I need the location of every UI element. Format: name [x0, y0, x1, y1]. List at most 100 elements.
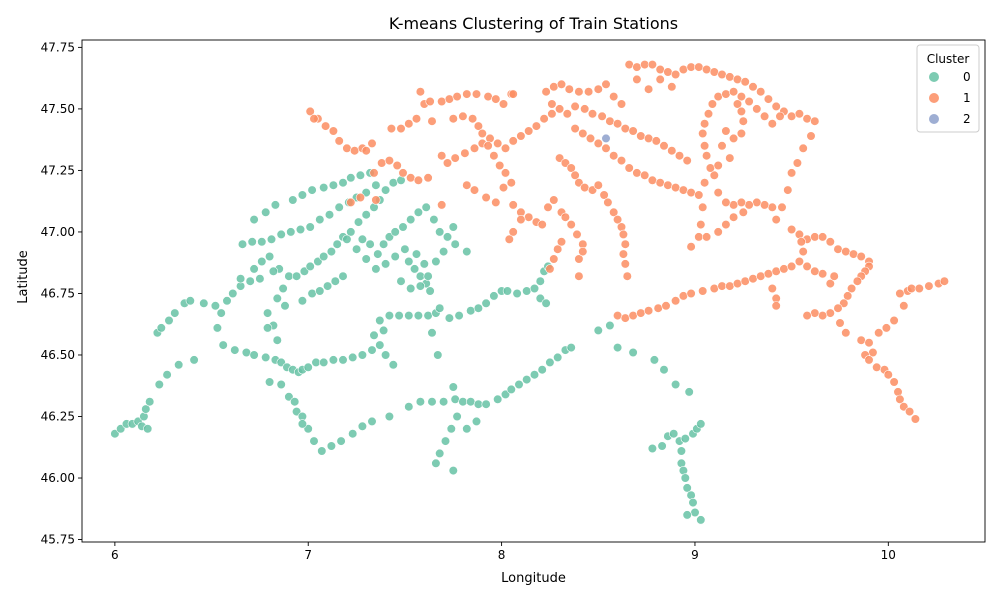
- point-cluster-1: [763, 94, 774, 104]
- point-cluster-0: [348, 352, 358, 363]
- point-cluster-0: [357, 350, 368, 360]
- point-cluster-1: [721, 220, 731, 230]
- point-cluster-0: [292, 271, 302, 281]
- point-cluster-0: [450, 239, 460, 249]
- point-cluster-1: [437, 96, 447, 107]
- point-cluster-0: [323, 281, 333, 291]
- point-cluster-0: [317, 446, 327, 456]
- point-cluster-1: [709, 283, 719, 294]
- point-cluster-0: [427, 328, 437, 338]
- point-cluster-1: [686, 188, 696, 198]
- point-cluster-1: [794, 256, 805, 267]
- point-cluster-1: [483, 141, 493, 151]
- point-cluster-1: [802, 261, 812, 272]
- point-cluster-1: [709, 67, 719, 77]
- point-cluster-1: [549, 195, 559, 205]
- point-cluster-1: [361, 146, 371, 156]
- point-cluster-0: [309, 436, 319, 446]
- point-cluster-1: [384, 156, 395, 166]
- point-cluster-1: [663, 180, 673, 190]
- point-cluster-1: [498, 183, 509, 193]
- point-cluster-0: [286, 227, 296, 237]
- point-cluster-0: [684, 387, 694, 397]
- point-cluster-1: [732, 279, 743, 289]
- x-tick-label: 8: [498, 548, 506, 562]
- point-cluster-0: [388, 360, 398, 370]
- point-cluster-1: [728, 200, 739, 210]
- point-cluster-1: [342, 143, 352, 153]
- point-cluster-0: [330, 276, 340, 286]
- point-cluster-0: [413, 311, 424, 321]
- point-cluster-1: [817, 232, 828, 242]
- point-cluster-1: [524, 126, 534, 136]
- point-cluster-0: [680, 473, 690, 483]
- point-cluster-0: [336, 436, 346, 446]
- point-cluster-1: [889, 315, 899, 326]
- point-cluster-1: [732, 99, 743, 109]
- point-cluster-1: [802, 114, 812, 124]
- point-cluster-1: [545, 264, 555, 274]
- point-cluster-1: [632, 168, 642, 178]
- point-cluster-1: [852, 276, 863, 286]
- y-tick-label: 46.25: [41, 410, 75, 424]
- y-axis-label: Latitude: [16, 250, 31, 304]
- point-cluster-1: [810, 266, 820, 276]
- point-cluster-0: [388, 178, 398, 188]
- point-cluster-0: [338, 178, 348, 188]
- point-cluster-1: [705, 163, 716, 173]
- point-cluster-0: [185, 296, 195, 306]
- point-cluster-1: [767, 283, 777, 294]
- point-cluster-0: [471, 416, 482, 427]
- point-cluster-0: [502, 286, 513, 296]
- y-tick-label: 46.00: [41, 471, 75, 485]
- point-cluster-1: [678, 64, 689, 75]
- point-cluster-1: [570, 124, 580, 134]
- point-cluster-1: [682, 156, 692, 166]
- point-cluster-0: [276, 379, 286, 390]
- point-cluster-0: [421, 202, 431, 212]
- point-cluster-1: [728, 133, 739, 143]
- point-cluster-1: [601, 143, 611, 153]
- point-cluster-0: [435, 303, 445, 313]
- point-cluster-0: [425, 286, 435, 296]
- point-cluster-0: [346, 173, 356, 183]
- point-cluster-0: [454, 311, 464, 321]
- point-cluster-0: [361, 254, 371, 264]
- point-cluster-0: [566, 343, 576, 353]
- point-cluster-1: [537, 220, 547, 230]
- point-cluster-1: [504, 234, 514, 244]
- point-cluster-1: [651, 136, 661, 146]
- point-cluster-1: [904, 407, 915, 417]
- point-cluster-1: [640, 59, 650, 70]
- point-cluster-1: [462, 89, 472, 99]
- point-cluster-1: [667, 146, 677, 156]
- point-cluster-1: [386, 124, 397, 134]
- point-cluster-0: [481, 399, 491, 409]
- point-cluster-0: [529, 283, 540, 294]
- point-cluster-1: [895, 288, 905, 299]
- point-cluster-1: [910, 414, 921, 424]
- point-cluster-0: [390, 251, 400, 262]
- point-cluster-0: [670, 379, 681, 390]
- point-cluster-1: [771, 266, 781, 276]
- point-cluster-1: [506, 178, 516, 188]
- x-tick-label: 9: [691, 548, 699, 562]
- point-cluster-1: [777, 202, 787, 212]
- point-cluster-0: [489, 291, 499, 301]
- point-cluster-0: [324, 210, 335, 220]
- point-cluster-1: [618, 229, 629, 239]
- point-cluster-1: [309, 114, 319, 124]
- point-cluster-0: [379, 239, 389, 249]
- point-cluster-1: [593, 180, 603, 190]
- point-cluster-1: [698, 286, 708, 296]
- point-cluster-0: [270, 200, 281, 210]
- point-cluster-0: [379, 325, 389, 336]
- point-cluster-0: [357, 421, 368, 431]
- point-cluster-1: [570, 170, 580, 180]
- point-cluster-1: [725, 281, 735, 291]
- axes-frame: [81, 39, 986, 543]
- point-cluster-0: [353, 217, 364, 227]
- point-cluster-1: [835, 318, 845, 328]
- point-cluster-0: [398, 222, 408, 232]
- point-cluster-1: [609, 207, 619, 217]
